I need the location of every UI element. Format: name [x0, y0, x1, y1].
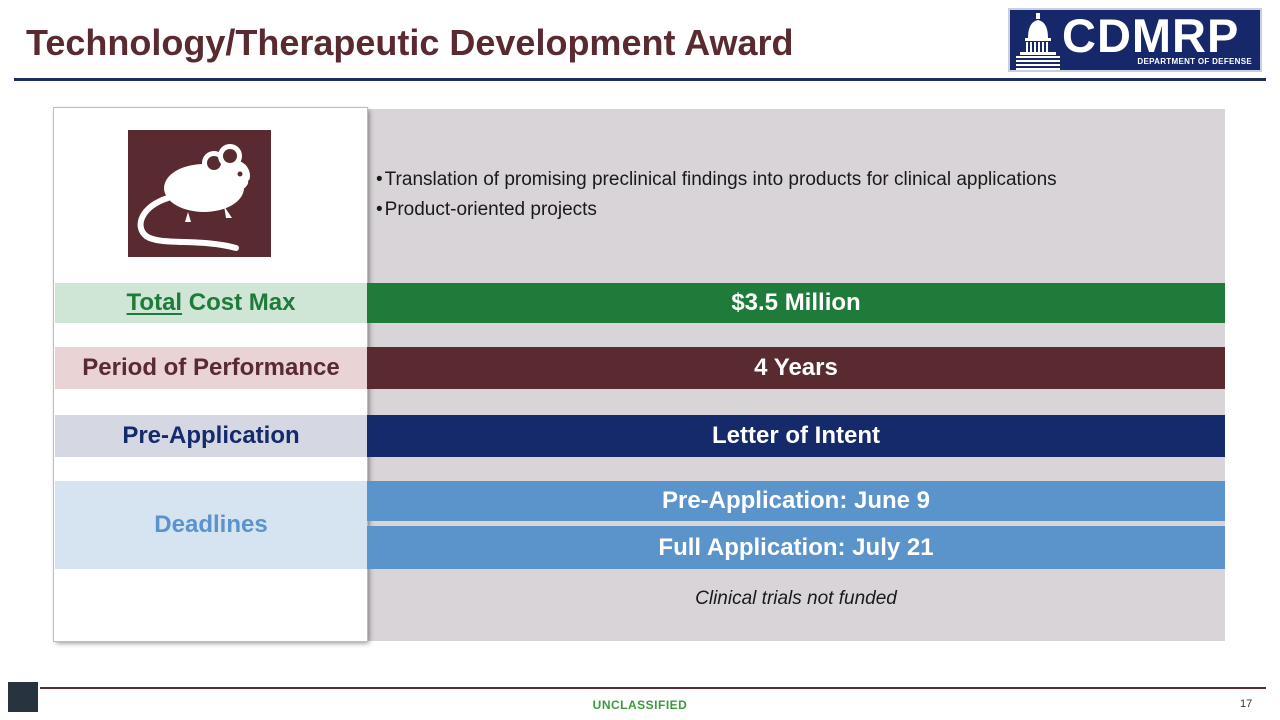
deadlines-label: Deadlines [55, 481, 367, 569]
cost-label-rest: Cost Max [182, 289, 296, 316]
note-text: Clinical trials not funded [695, 588, 897, 609]
mouse-icon [137, 144, 254, 251]
period-label: Period of Performance [55, 347, 367, 389]
cost-value-bar: $3.5 Million [367, 283, 1225, 323]
capitol-dome-icon [1016, 13, 1060, 70]
cost-label-total: Total [126, 289, 183, 316]
bullet-item: Product-oriented projects [376, 195, 1057, 225]
preapp-value-bar: Letter of Intent [367, 415, 1225, 457]
bullet-item: Translation of promising preclinical fin… [376, 165, 1057, 195]
title-divider [14, 78, 1266, 81]
period-value-bar: 4 Years [367, 347, 1225, 389]
cost-label: Total Cost Max [55, 283, 367, 323]
footer-divider [40, 687, 1266, 689]
mouse-image [128, 130, 271, 257]
preapp-label: Pre-Application [55, 415, 367, 457]
logo-subtitle: DEPARTMENT OF DEFENSE [1137, 57, 1252, 66]
deadline-preapp-bar: Pre-Application: June 9 [367, 481, 1225, 521]
footer-square [8, 682, 38, 712]
slide-title: Technology/Therapeutic Development Award [26, 22, 794, 63]
page-number: 17 [1240, 698, 1253, 710]
logo-text: CDMRP [1062, 9, 1240, 62]
cdmrp-logo: CDMRP DEPARTMENT OF DEFENSE [1008, 8, 1262, 72]
description-bullets: Translation of promising preclinical fin… [376, 165, 1057, 225]
deadline-full-bar: Full Application: July 21 [367, 526, 1225, 569]
classification-label: UNCLASSIFIED [592, 698, 688, 712]
